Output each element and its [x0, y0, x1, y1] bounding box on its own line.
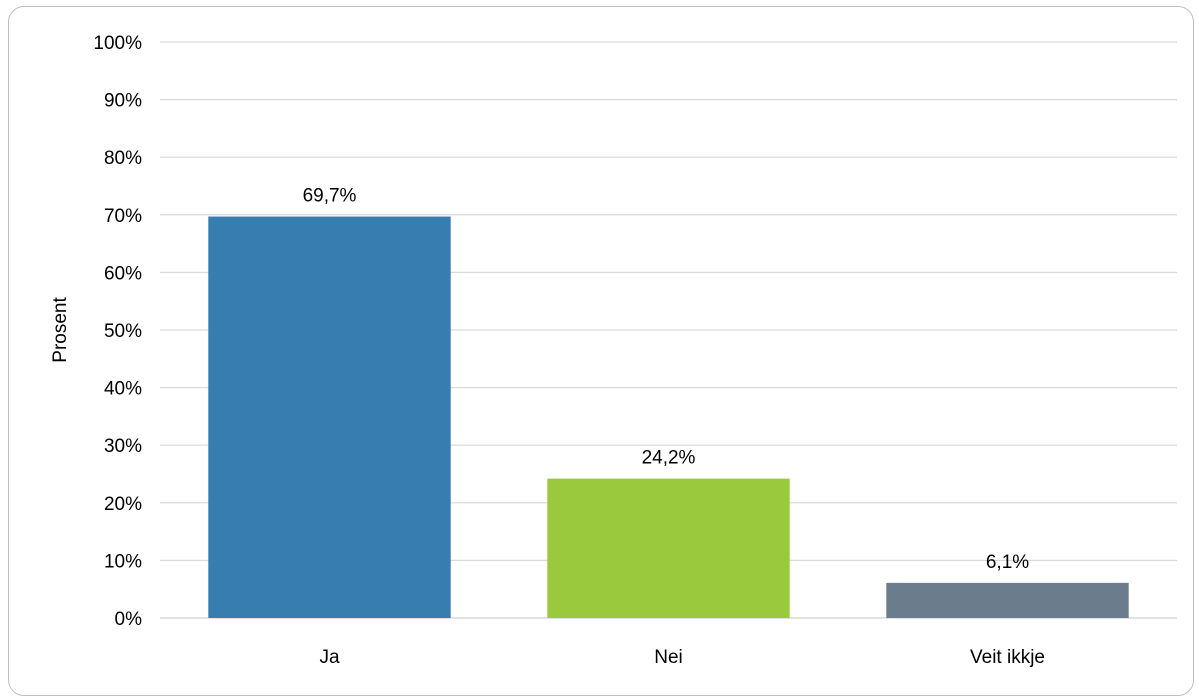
y-axis-ticks: 0% 10% 20% 30% 40% 50% 60% 70% 80% 90% 100%	[93, 33, 142, 630]
bar-1	[547, 478, 790, 618]
bar-chart: 0% 10% 20% 30% 40% 50% 60% 70% 80% 90% 100% 69,7% 2…	[50, 33, 1177, 668]
y-tick-label: 50%	[104, 321, 142, 342]
y-tick-label: 40%	[104, 379, 142, 400]
category-label: Veit ikkje	[970, 647, 1045, 668]
x-axis-categories: Ja Nei Veit ikkje	[319, 647, 1045, 668]
y-tick-label: 70%	[104, 206, 142, 227]
y-axis-label: Prosent	[50, 297, 71, 363]
data-label: 24,2%	[642, 448, 696, 469]
y-tick-label: 60%	[104, 263, 142, 284]
y-tick-label: 80%	[104, 148, 142, 169]
y-tick-label: 90%	[104, 91, 142, 112]
y-tick-label: 0%	[115, 609, 143, 630]
y-tick-label: 10%	[104, 551, 142, 572]
data-label: 69,7%	[303, 186, 357, 207]
bars	[208, 216, 1129, 618]
data-label: 6,1%	[986, 552, 1029, 573]
category-label: Nei	[654, 647, 683, 668]
y-tick-label: 100%	[93, 33, 142, 54]
y-tick-label: 30%	[104, 436, 142, 457]
data-labels: 69,7% 24,2% 6,1%	[303, 186, 1030, 573]
y-tick-label: 20%	[104, 494, 142, 515]
category-label: Ja	[319, 647, 340, 668]
bar-0	[208, 216, 451, 618]
bar-2	[886, 582, 1129, 618]
